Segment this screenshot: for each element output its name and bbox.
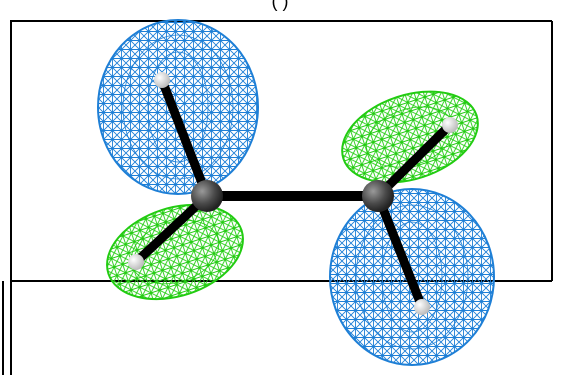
bond-c-h-upper-right (373, 120, 455, 201)
lobe-upper-right-negative (341, 90, 479, 184)
atom-hydrogen-lower-right[interactable] (414, 299, 430, 315)
lobe-lower-left-negative (106, 203, 244, 301)
atom-hydrogen-upper-right[interactable] (442, 117, 458, 133)
lobe-upper-left-positive (97, 19, 259, 195)
atom-carbon-left[interactable] (191, 180, 223, 212)
atom-carbon-right[interactable] (362, 180, 394, 212)
bond-c-h-lower-right (373, 191, 427, 312)
atom-hydrogen-upper-left[interactable] (154, 72, 170, 88)
figure-caption: ( ) (271, 0, 289, 11)
atom-hydrogen-lower-left[interactable] (128, 254, 144, 270)
bond-c-h-lower-left (131, 191, 212, 267)
bond-c-h-upper-left (157, 75, 212, 201)
